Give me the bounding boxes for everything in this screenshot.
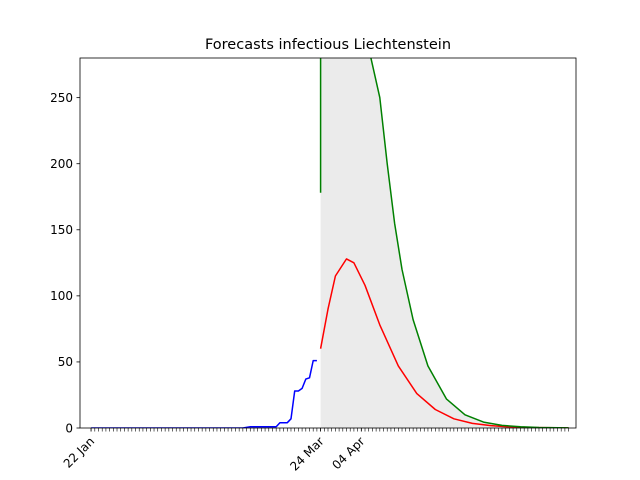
x-tick-label: 04 Apr: [329, 434, 367, 472]
chart-title: Forecasts infectious Liechtenstein: [205, 37, 451, 53]
series-line-upper-bound: [319, 58, 569, 428]
y-tick-label: 250: [50, 91, 73, 105]
series-line-forecast: [319, 258, 569, 428]
x-tick-label: 22 Jan: [61, 434, 97, 470]
series-line-observed: [91, 359, 317, 428]
y-tick-label: 50: [58, 355, 73, 369]
uncertainty-band: [320, 58, 569, 428]
y-tick-label: 200: [50, 157, 73, 171]
y-tick-label: 0: [65, 421, 73, 435]
x-tick-label: 24 Mar: [287, 434, 326, 473]
y-tick-label: 150: [50, 223, 73, 237]
y-tick-label: 100: [50, 289, 73, 303]
